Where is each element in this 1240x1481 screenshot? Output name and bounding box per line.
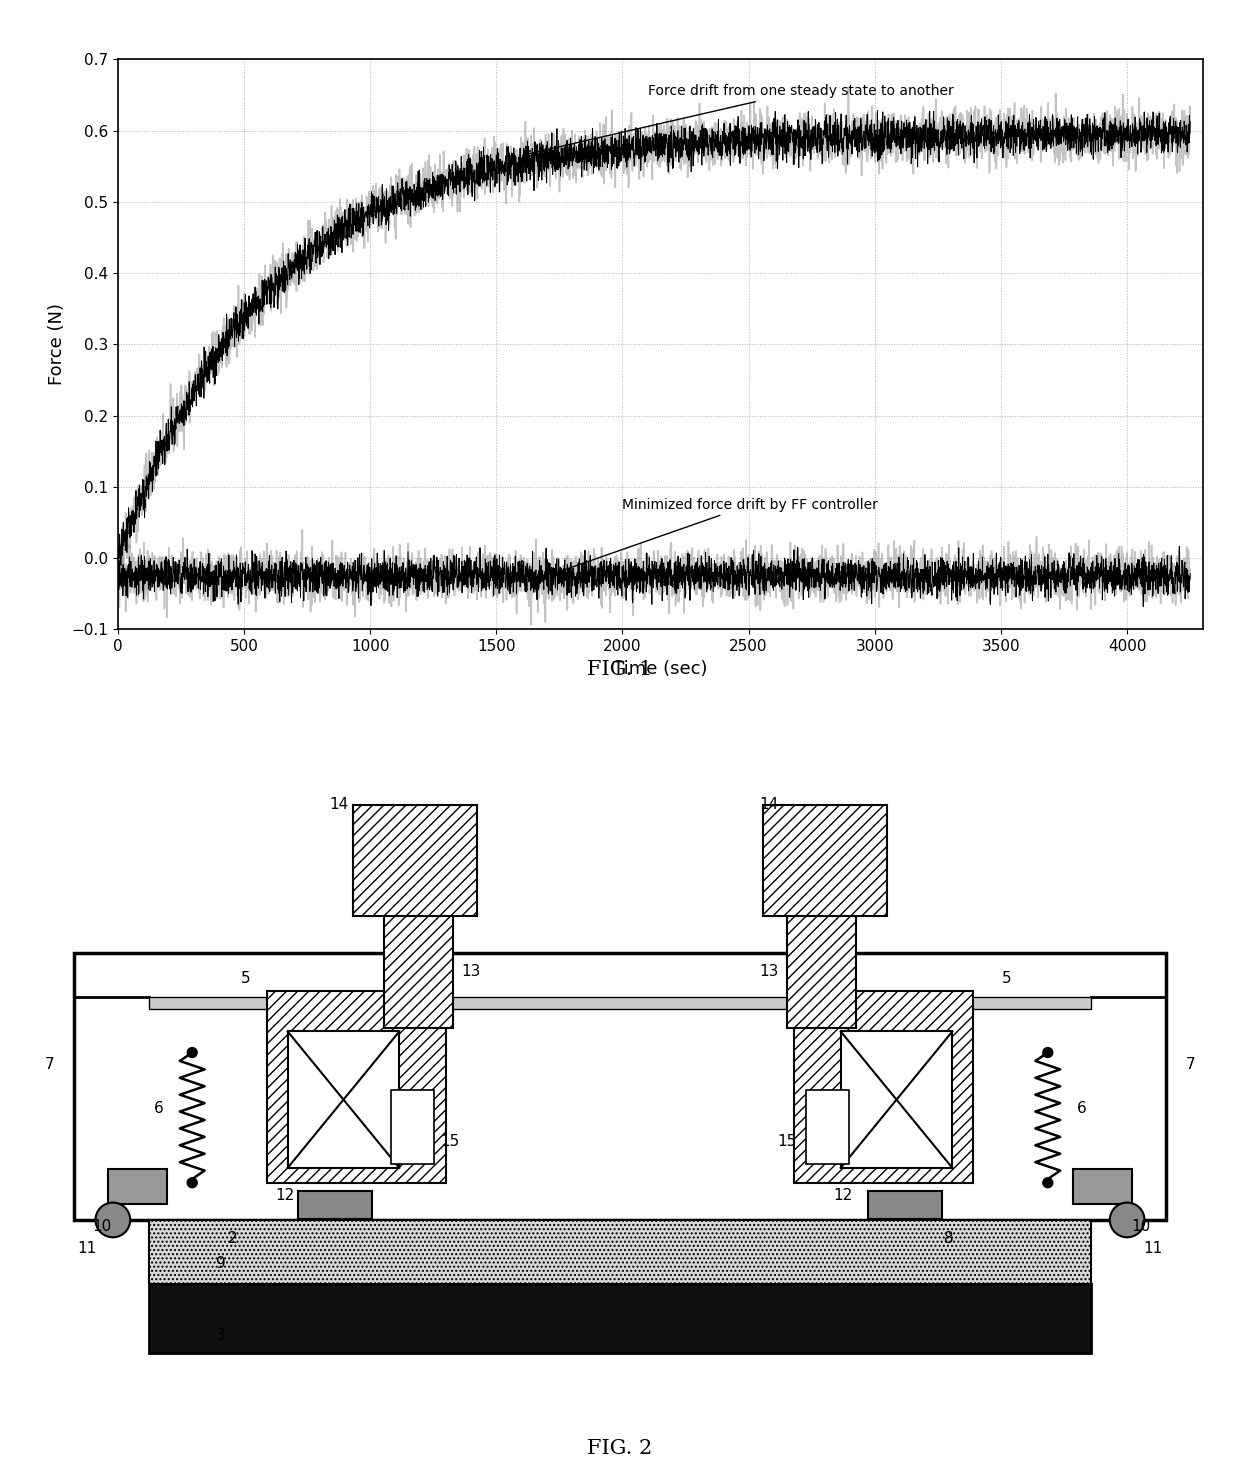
Bar [384,872,453,1028]
Text: 11: 11 [1143,1241,1163,1256]
Bar [108,1169,167,1204]
Circle shape [187,1047,197,1057]
Text: FIG. 1: FIG. 1 [588,661,652,678]
Bar [806,1090,849,1164]
Text: 7: 7 [1185,1057,1195,1072]
Bar [391,1090,434,1164]
Y-axis label: Force (N): Force (N) [47,304,66,385]
Bar [1073,1169,1132,1204]
Text: 6: 6 [1076,1100,1086,1115]
Text: 15: 15 [777,1134,797,1149]
Text: 3: 3 [216,1328,226,1343]
Text: 12: 12 [833,1188,853,1203]
Text: 15: 15 [440,1134,460,1149]
Bar [298,1191,372,1219]
Text: FIG. 2: FIG. 2 [588,1440,652,1457]
Text: 10: 10 [92,1219,112,1234]
Bar [353,804,477,917]
Bar [868,1191,942,1219]
Text: 13: 13 [461,964,481,979]
Text: 5: 5 [241,970,250,986]
Text: 14: 14 [329,797,348,812]
Text: 11: 11 [77,1241,97,1256]
Text: 8: 8 [944,1231,954,1246]
Bar [149,1220,1091,1284]
Bar [787,872,856,1028]
Text: 6: 6 [154,1100,164,1115]
Text: 12: 12 [275,1188,295,1203]
Circle shape [187,1177,197,1188]
Text: 14: 14 [759,797,779,812]
Bar [288,1031,399,1169]
Circle shape [1043,1047,1053,1057]
Circle shape [1110,1203,1145,1237]
Bar [149,1284,1091,1352]
Text: Minimized force drift by FF controller: Minimized force drift by FF controller [551,498,878,575]
Circle shape [1043,1177,1053,1188]
Bar [794,991,973,1183]
Text: 2: 2 [228,1231,238,1246]
Text: Force drift from one steady state to another: Force drift from one steady state to ano… [526,84,954,156]
Bar [841,1031,952,1169]
Text: 13: 13 [759,964,779,979]
Bar [149,997,1091,1009]
Text: 7: 7 [45,1057,55,1072]
Text: 10: 10 [1131,1219,1151,1234]
Text: 9: 9 [216,1256,226,1271]
Circle shape [95,1203,130,1237]
X-axis label: Time (sec): Time (sec) [613,659,708,678]
Bar [267,991,446,1183]
Text: 5: 5 [1002,970,1012,986]
Bar [74,954,1166,1220]
Bar [763,804,887,917]
